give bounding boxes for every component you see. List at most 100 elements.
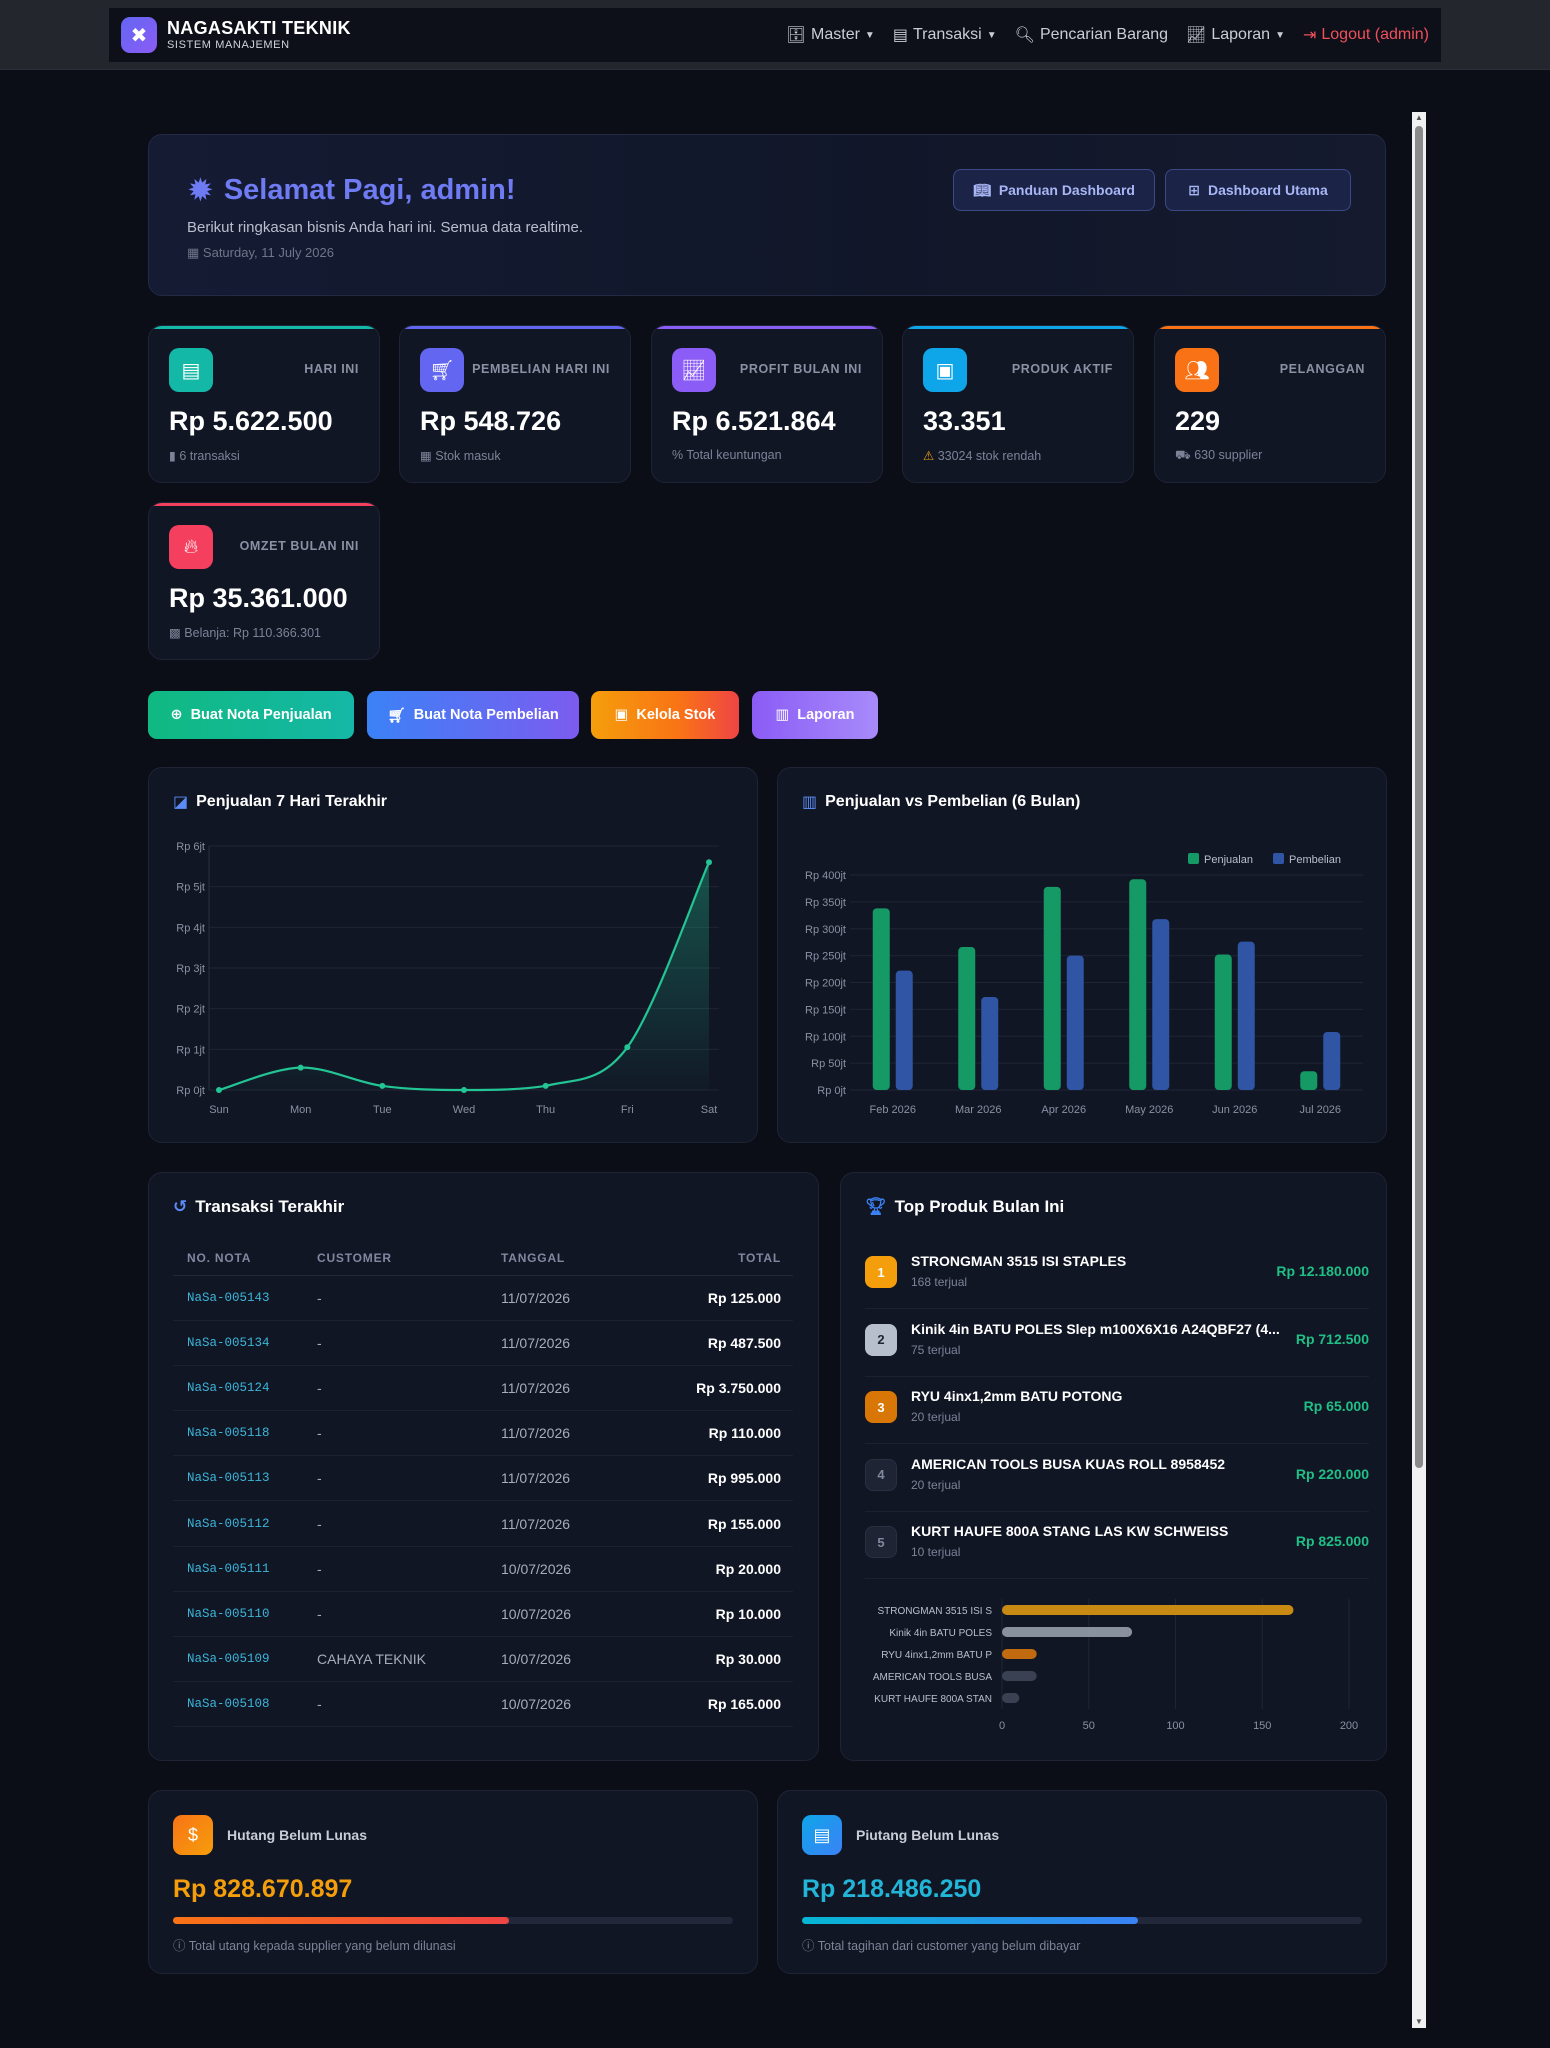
- sales-point[interactable]: [461, 1087, 467, 1093]
- table-row[interactable]: NaSa-005124-11/07/2026 Rp 3.750.000: [173, 1365, 793, 1412]
- bar-penjualan[interactable]: [1043, 886, 1061, 1090]
- col-header-nota: NO. NOTA: [173, 1241, 317, 1276]
- cell-date: 11/07/2026: [501, 1365, 651, 1412]
- y-tick-label: Rp 4jt: [176, 922, 205, 934]
- brand[interactable]: NAGASAKTI TEKNIK SISTEM MANAJEMEN: [167, 18, 351, 51]
- sales-point[interactable]: [297, 1064, 304, 1071]
- nav-pencarian[interactable]: 🔍︎ Pencarian Barang: [1015, 25, 1168, 45]
- cell-nota[interactable]: NaSa-005112: [173, 1500, 317, 1547]
- main-dashboard-button[interactable]: ⊞ Dashboard Utama: [1165, 169, 1351, 211]
- scrollbar-thumb[interactable]: [1415, 126, 1423, 1468]
- cell-total: Rp 3.750.000: [651, 1365, 793, 1412]
- tools-icon[interactable]: ✖: [121, 17, 157, 53]
- cell-nota[interactable]: NaSa-005111: [173, 1546, 317, 1592]
- product-bar[interactable]: [1002, 1671, 1037, 1681]
- list-item[interactable]: 2 Kinik 4in BATU POLES Slep m100X6X16 A24…: [865, 1309, 1369, 1377]
- cell-nota[interactable]: NaSa-005110: [173, 1591, 317, 1638]
- sales-point[interactable]: [542, 1082, 549, 1089]
- cell-nota[interactable]: NaSa-005124: [173, 1365, 317, 1412]
- cash-register-icon: ▤: [169, 348, 213, 392]
- table-row[interactable]: NaSa-005112-11/07/2026 Rp 155.000: [173, 1500, 793, 1547]
- cell-total: Rp 155.000: [651, 1500, 793, 1547]
- bar-penjualan[interactable]: [1300, 1071, 1318, 1090]
- manage-stock-button[interactable]: ▣ Kelola Stok: [591, 691, 739, 739]
- sales-vs-purchase-title: ▥ Penjualan vs Pembelian (6 Bulan): [802, 792, 1080, 812]
- bar-pembelian[interactable]: [1237, 941, 1255, 1090]
- dashboard-guide-button[interactable]: 📖︎ Panduan Dashboard: [953, 169, 1155, 211]
- cell-nota[interactable]: NaSa-005143: [173, 1275, 317, 1321]
- x-tick-label: Thu: [536, 1104, 555, 1116]
- cell-nota[interactable]: NaSa-005118: [173, 1410, 317, 1457]
- scrollbar[interactable]: ▲ ▼: [1412, 112, 1426, 2028]
- create-sales-invoice-label: Buat Nota Penjualan: [190, 707, 332, 723]
- cash-register-icon: ▤: [892, 27, 908, 44]
- sales-vs-purchase-card: ▥ Penjualan vs Pembelian (6 Bulan) Rp 0j…: [777, 767, 1387, 1143]
- table-row[interactable]: NaSa-005109 CAHAYA TEKNIK 10/07/2026 Rp 30.…: [173, 1636, 793, 1683]
- fire-icon: 🔥︎: [169, 525, 213, 569]
- table-row[interactable]: NaSa-005134-11/07/2026 Rp 487.500: [173, 1320, 793, 1366]
- bar-pembelian[interactable]: [1323, 1031, 1341, 1090]
- table-row[interactable]: NaSa-005110-10/07/2026 Rp 10.000: [173, 1591, 793, 1638]
- x-tick-label: Mon: [290, 1104, 311, 1116]
- bar-penjualan[interactable]: [958, 947, 976, 1090]
- table-row[interactable]: NaSa-005113-11/07/2026 Rp 995.000: [173, 1455, 793, 1502]
- scroll-up-arrow-icon[interactable]: ▲: [1415, 113, 1423, 122]
- x-tick-label: Tue: [373, 1104, 392, 1116]
- caret-down-icon: ▼: [1275, 29, 1285, 41]
- create-purchase-invoice-button[interactable]: 🛒︎ Buat Nota Pembelian: [367, 691, 579, 739]
- report-button[interactable]: ▥ Laporan: [752, 691, 878, 739]
- product-bar[interactable]: [1002, 1627, 1133, 1637]
- stat-accent-bar: [149, 503, 379, 506]
- bar-penjualan[interactable]: [1129, 879, 1147, 1090]
- nav-laporan[interactable]: 📈︎ Laporan ▼: [1186, 25, 1285, 45]
- y-tick-label: Rp 1jt: [176, 1044, 205, 1056]
- create-sales-invoice-button[interactable]: ⊕ Buat Nota Penjualan: [148, 691, 354, 739]
- sales-point[interactable]: [624, 1044, 631, 1051]
- table-row[interactable]: NaSa-005143-11/07/2026 Rp 125.000: [173, 1275, 793, 1321]
- bar-pembelian[interactable]: [1152, 919, 1170, 1090]
- nav-transaksi[interactable]: ▤ Transaksi ▼: [893, 25, 997, 45]
- bar-penjualan[interactable]: [1214, 954, 1232, 1090]
- stat-note-icon: ▩: [169, 626, 181, 640]
- list-item[interactable]: 4 AMERICAN TOOLS BUSA KUAS ROLL 8958452 20…: [865, 1444, 1369, 1512]
- product-bar[interactable]: [1002, 1649, 1037, 1659]
- cell-date: 10/07/2026: [501, 1546, 651, 1592]
- list-item[interactable]: 5 KURT HAUFE 800A STANG LAS KW SCHWEISS 10…: [865, 1511, 1369, 1579]
- sales-point[interactable]: [379, 1082, 386, 1089]
- scroll-down-arrow-icon[interactable]: ▼: [1415, 2017, 1423, 2026]
- bar-pembelian[interactable]: [895, 970, 913, 1090]
- stat-note-text: 33024 stok rendah: [937, 449, 1042, 463]
- stat-note: ▦ Stok masuk: [420, 448, 501, 463]
- create-purchase-invoice-label: Buat Nota Pembelian: [413, 707, 559, 723]
- nav-master[interactable]: 🗄 Master ▼: [786, 25, 875, 45]
- cell-nota[interactable]: NaSa-005109: [173, 1636, 317, 1683]
- bar-penjualan[interactable]: [872, 908, 890, 1090]
- cell-nota[interactable]: NaSa-005113: [173, 1455, 317, 1502]
- table-row[interactable]: NaSa-005108-10/07/2026 Rp 165.000: [173, 1681, 793, 1728]
- nav-logout[interactable]: ⇥ Logout (admin): [1303, 25, 1429, 45]
- product-revenue: Rp 220.000: [1295, 1465, 1369, 1482]
- bar-pembelian[interactable]: [981, 997, 999, 1090]
- list-item[interactable]: 1 STRONGMAN 3515 ISI STAPLES 168 terjual Rp…: [865, 1241, 1369, 1309]
- cell-total: Rp 30.000: [651, 1636, 793, 1683]
- table-row[interactable]: NaSa-005111-10/07/2026 Rp 20.000: [173, 1546, 793, 1592]
- cell-nota[interactable]: NaSa-005134: [173, 1320, 317, 1366]
- list-item[interactable]: 3 RYU 4inx1,2mm BATU POTONG 20 terjual Rp 6…: [865, 1376, 1369, 1444]
- stat-card: ▤ HARI INI Rp 5.622.500 ▮ 6 transaksi: [148, 325, 380, 483]
- y-tick-label: Rp 0jt: [817, 1085, 846, 1097]
- product-bar[interactable]: [1002, 1605, 1294, 1615]
- sales-point[interactable]: [706, 859, 712, 866]
- product-bar[interactable]: [1002, 1693, 1020, 1703]
- cell-nota[interactable]: NaSa-005108: [173, 1681, 317, 1728]
- stat-value: Rp 5.622.500: [169, 406, 333, 436]
- payable-value: Rp 828.670.897: [173, 1875, 353, 1903]
- sales-point[interactable]: [216, 1087, 222, 1093]
- sales-vs-purchase-bar-chart: Rp 0jt Rp 50jt Rp 100jt Rp 150jt Rp 200jt Rp …: [805, 853, 1363, 1116]
- payable-note-text: Total utang kepada supplier yang belum d…: [188, 1939, 456, 1953]
- x-tick-label: 150: [1253, 1720, 1271, 1732]
- y-category-label: RYU 4inx1,2mm BATU P: [881, 1650, 992, 1661]
- bar-pembelian[interactable]: [1066, 955, 1084, 1090]
- stat-card: ▣ PRODUK AKTIF 33.351 ⚠ 33024 stok rendah: [902, 325, 1134, 483]
- table-row[interactable]: NaSa-005118-11/07/2026 Rp 110.000: [173, 1410, 793, 1457]
- stat-label: PRODUK AKTIF: [1011, 362, 1113, 376]
